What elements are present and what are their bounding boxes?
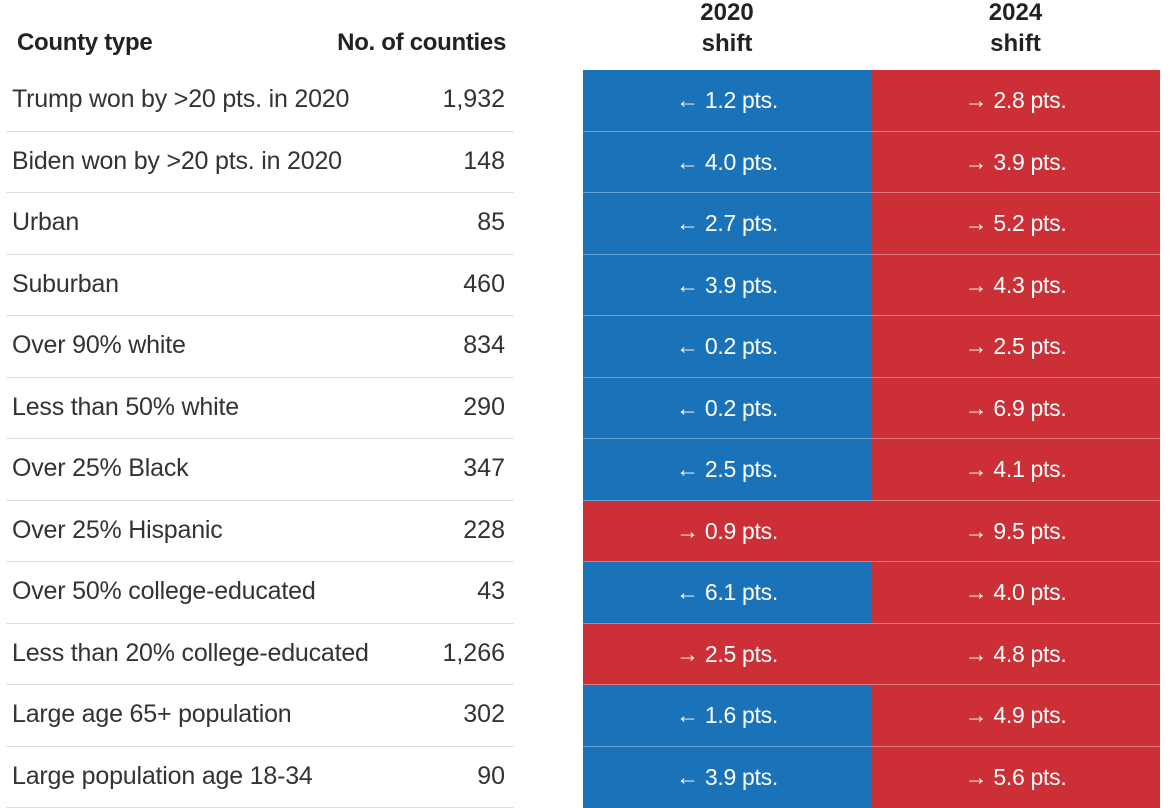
county-type-label: Urban xyxy=(12,208,79,237)
county-type-label: Over 50% college-educated xyxy=(12,577,316,606)
table-row: Over 25% Hispanic 228 → 0.9 pts.→ 9.5 pts. xyxy=(0,501,1170,563)
county-type-label: Biden won by >20 pts. in 2020 xyxy=(12,147,342,176)
column-header-2020-word: shift xyxy=(583,28,871,59)
table-row: Large population age 18-34 90 ← 3.9 pts.→ … xyxy=(0,747,1170,808)
shift-2024-cell: → 3.9 pts. xyxy=(871,132,1160,194)
county-type-label: Over 25% Hispanic xyxy=(12,516,223,545)
county-count: 228 xyxy=(400,516,505,545)
table-row: Suburban 460 ← 3.9 pts.→ 4.3 pts. xyxy=(0,255,1170,317)
county-count: 90 xyxy=(400,762,505,791)
county-count: 43 xyxy=(400,577,505,606)
county-type-label: Large population age 18-34 xyxy=(12,762,313,791)
column-header-county-type: County type xyxy=(17,29,152,57)
table-body: Trump won by >20 pts. in 2020 1,932 ← 1.2 … xyxy=(0,70,1170,808)
county-type-label: Trump won by >20 pts. in 2020 xyxy=(12,85,349,114)
shift-2024-cell: → 2.5 pts. xyxy=(871,316,1160,378)
county-type-label: Less than 20% college-educated xyxy=(12,639,369,668)
shift-2024-cell: → 4.8 pts. xyxy=(871,624,1160,686)
column-header-2024-year: 2024 xyxy=(871,0,1160,28)
column-header-no-of-counties: No. of counties xyxy=(300,29,506,57)
shift-2024-cell: → 4.0 pts. xyxy=(871,562,1160,624)
shift-2020-cell: ← 2.5 pts. xyxy=(583,439,871,501)
table-row: Large age 65+ population 302 ← 1.6 pts.→ 4… xyxy=(0,685,1170,747)
county-type-label: Suburban xyxy=(12,270,119,299)
shift-2020-cell: ← 6.1 pts. xyxy=(583,562,871,624)
county-count: 1,932 xyxy=(400,85,505,114)
shift-2020-cell: ← 2.7 pts. xyxy=(583,193,871,255)
shift-2024-cell: → 5.6 pts. xyxy=(871,747,1160,808)
shift-2024-cell: → 2.8 pts. xyxy=(871,70,1160,132)
shift-2024-cell: → 5.2 pts. xyxy=(871,193,1160,255)
shift-2024-cell: → 4.3 pts. xyxy=(871,255,1160,317)
shift-2020-cell: ← 3.9 pts. xyxy=(583,747,871,808)
shift-2024-cell: → 9.5 pts. xyxy=(871,501,1160,563)
table-row: Biden won by >20 pts. in 2020 148 ← 4.0 pt… xyxy=(0,132,1170,194)
county-count: 85 xyxy=(400,208,505,237)
shift-2024-cell: → 4.1 pts. xyxy=(871,439,1160,501)
table-row: Over 90% white 834 ← 0.2 pts.→ 2.5 pts. xyxy=(0,316,1170,378)
shift-2020-cell: ← 4.0 pts. xyxy=(583,132,871,194)
shift-2020-cell: → 0.9 pts. xyxy=(583,501,871,563)
shift-2020-cell: ← 1.6 pts. xyxy=(583,685,871,747)
shift-2020-cell: ← 0.2 pts. xyxy=(583,378,871,440)
shift-2020-cell: → 2.5 pts. xyxy=(583,624,871,686)
county-count: 834 xyxy=(400,331,505,360)
table-row: Over 25% Black 347 ← 2.5 pts.→ 4.1 pts. xyxy=(0,439,1170,501)
column-header-2024-shift: 2024 shift xyxy=(871,0,1160,59)
county-type-label: Over 90% white xyxy=(12,331,186,360)
county-count: 302 xyxy=(400,700,505,729)
shift-2020-cell: ← 1.2 pts. xyxy=(583,70,871,132)
column-header-2020-year: 2020 xyxy=(583,0,871,28)
table-row: Less than 50% white 290 ← 0.2 pts.→ 6.9 pt… xyxy=(0,378,1170,440)
county-count: 148 xyxy=(400,147,505,176)
table-header: County type No. of counties 2020 shift 2… xyxy=(0,0,1170,70)
county-type-label: Over 25% Black xyxy=(12,454,188,483)
column-header-2024-word: shift xyxy=(871,28,1160,59)
table-row: Urban 85 ← 2.7 pts.→ 5.2 pts. xyxy=(0,193,1170,255)
county-count: 1,266 xyxy=(400,639,505,668)
county-type-label: Large age 65+ population xyxy=(12,700,291,729)
shift-2020-cell: ← 3.9 pts. xyxy=(583,255,871,317)
table-row: Less than 20% college-educated 1,266 → 2.5… xyxy=(0,624,1170,686)
county-count: 460 xyxy=(400,270,505,299)
county-count: 290 xyxy=(400,393,505,422)
table-row: Over 50% college-educated 43 ← 6.1 pts.→ 4… xyxy=(0,562,1170,624)
column-header-2020-shift: 2020 shift xyxy=(583,0,871,59)
table-row: Trump won by >20 pts. in 2020 1,932 ← 1.2 … xyxy=(0,70,1170,132)
shift-2024-cell: → 6.9 pts. xyxy=(871,378,1160,440)
county-type-label: Less than 50% white xyxy=(12,393,239,422)
shift-2024-cell: → 4.9 pts. xyxy=(871,685,1160,747)
county-count: 347 xyxy=(400,454,505,483)
shift-2020-cell: ← 0.2 pts. xyxy=(583,316,871,378)
